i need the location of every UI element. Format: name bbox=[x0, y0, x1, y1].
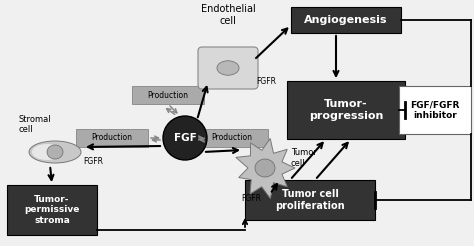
Ellipse shape bbox=[255, 159, 275, 177]
Text: FGF: FGF bbox=[173, 133, 196, 143]
Ellipse shape bbox=[47, 145, 63, 159]
FancyBboxPatch shape bbox=[132, 86, 204, 104]
Text: FGFR: FGFR bbox=[241, 194, 261, 203]
FancyBboxPatch shape bbox=[291, 7, 401, 33]
Text: Endothelial
cell: Endothelial cell bbox=[201, 4, 255, 26]
FancyBboxPatch shape bbox=[245, 180, 375, 220]
Text: FGF/FGFR
inhibitor: FGF/FGFR inhibitor bbox=[410, 100, 460, 120]
FancyBboxPatch shape bbox=[399, 86, 471, 134]
Text: Production: Production bbox=[211, 134, 253, 142]
Ellipse shape bbox=[29, 141, 81, 163]
Text: Angiogenesis: Angiogenesis bbox=[304, 15, 388, 25]
Text: FGFR: FGFR bbox=[83, 157, 103, 167]
FancyBboxPatch shape bbox=[198, 47, 258, 89]
Text: Stromal
cell: Stromal cell bbox=[19, 115, 52, 134]
FancyBboxPatch shape bbox=[7, 185, 97, 235]
Text: Tumor-
progression: Tumor- progression bbox=[309, 99, 383, 121]
Text: FGFR: FGFR bbox=[256, 77, 276, 87]
Text: Tumor
cell: Tumor cell bbox=[291, 148, 317, 168]
Text: Tumor cell
proliferation: Tumor cell proliferation bbox=[275, 189, 345, 211]
FancyBboxPatch shape bbox=[287, 81, 405, 139]
Ellipse shape bbox=[32, 144, 62, 160]
FancyBboxPatch shape bbox=[196, 129, 268, 147]
Polygon shape bbox=[236, 138, 295, 199]
Text: Production: Production bbox=[91, 134, 133, 142]
FancyBboxPatch shape bbox=[76, 129, 148, 147]
Ellipse shape bbox=[217, 61, 239, 75]
Text: Tumor-
permissive
stroma: Tumor- permissive stroma bbox=[24, 195, 80, 225]
Text: Production: Production bbox=[147, 91, 189, 99]
Circle shape bbox=[163, 116, 207, 160]
